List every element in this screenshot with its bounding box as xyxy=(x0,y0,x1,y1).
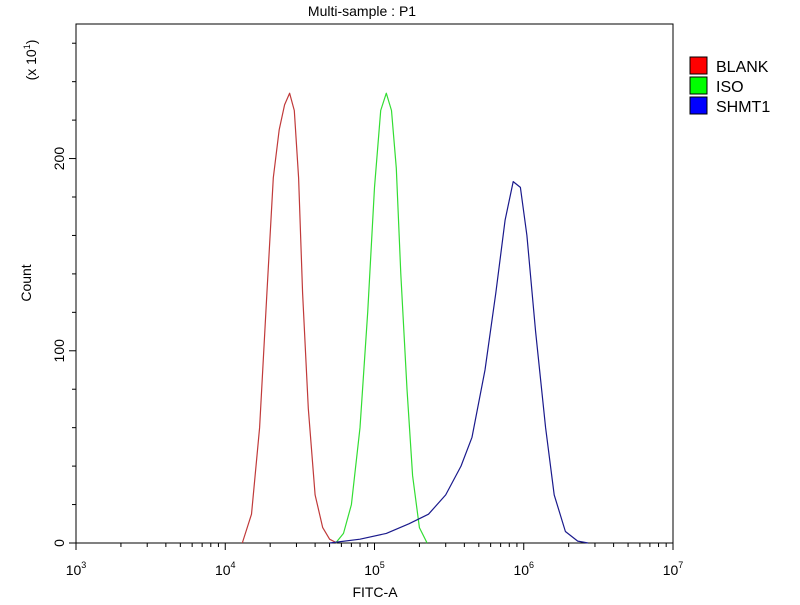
series-line-blank xyxy=(241,92,338,544)
legend-label-iso: ISO xyxy=(716,79,744,96)
x-tick-exponent: 6 xyxy=(529,560,534,570)
y-multiplier-exponent: 1 xyxy=(22,44,32,49)
x-tick-label: 105 xyxy=(364,560,385,578)
y-axis-label: Count xyxy=(18,264,34,301)
y-multiplier-suffix: ) xyxy=(23,40,39,45)
x-tick-base: 10 xyxy=(215,562,231,578)
x-tick-label: 106 xyxy=(513,560,534,578)
plot-frame xyxy=(75,23,674,544)
x-axis-ticks: 103 104 105 106 107 xyxy=(66,543,684,578)
legend-swatch-iso xyxy=(689,76,708,95)
y-tick-label: 200 xyxy=(51,147,67,171)
legend-label-blank: BLANK xyxy=(716,59,769,76)
x-tick-exponent: 3 xyxy=(81,560,86,570)
histogram-curves xyxy=(241,92,589,544)
x-tick-base: 10 xyxy=(364,562,380,578)
y-multiplier-prefix: (x 10 xyxy=(23,49,39,80)
y-multiplier: (x 101) xyxy=(22,40,39,81)
y-tick-label: 100 xyxy=(51,339,67,363)
x-tick-base: 10 xyxy=(513,562,529,578)
y-tick-label: 0 xyxy=(51,539,67,547)
legend-swatch-shmt1 xyxy=(689,96,708,115)
x-tick-exponent: 7 xyxy=(678,560,683,570)
y-axis-ticks: 0 100 200 xyxy=(51,42,76,547)
legend-swatch-blank xyxy=(689,56,708,75)
x-tick-label: 103 xyxy=(66,560,87,578)
x-tick-label: 107 xyxy=(663,560,684,578)
x-tick-base: 10 xyxy=(66,562,82,578)
x-tick-base: 10 xyxy=(663,562,679,578)
x-tick-exponent: 4 xyxy=(231,560,236,570)
series-line-shmt1 xyxy=(329,181,589,544)
chart-title: Multi-sample : P1 xyxy=(308,3,416,19)
x-tick-label: 104 xyxy=(215,560,236,578)
legend: BLANK ISO SHMT1 xyxy=(689,56,770,116)
x-axis-label: FITC-A xyxy=(352,584,398,600)
series-line-iso xyxy=(335,92,428,544)
y-multiplier-label: (x 101) xyxy=(22,40,39,81)
x-tick-exponent: 5 xyxy=(380,560,385,570)
legend-label-shmt1: SHMT1 xyxy=(716,99,770,116)
